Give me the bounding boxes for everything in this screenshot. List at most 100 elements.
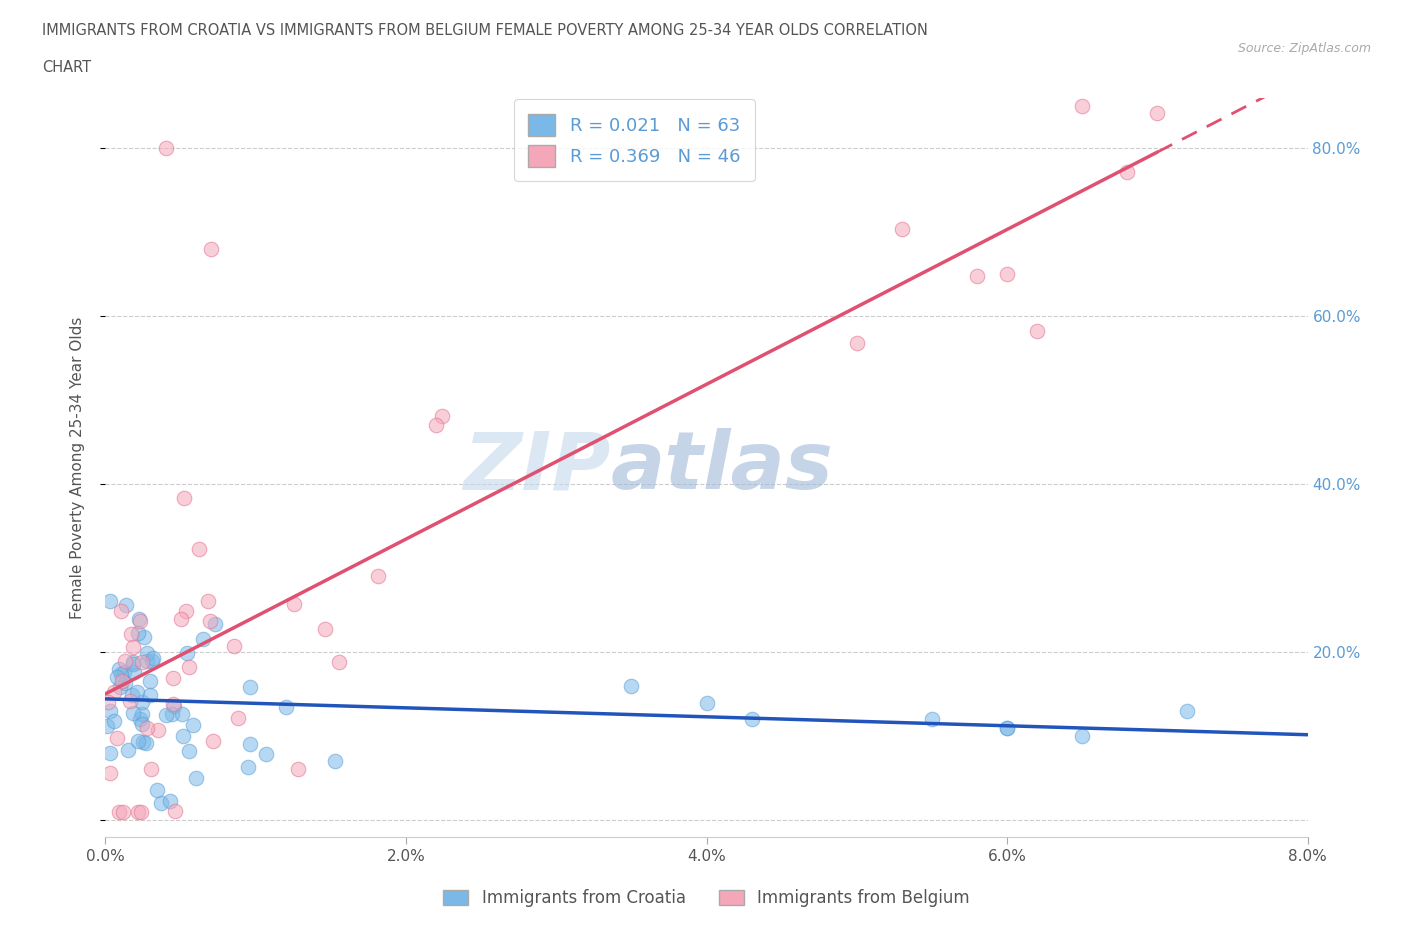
Point bbox=[96, 719, 118, 734]
Point bbox=[131, 655, 153, 670]
Point bbox=[173, 490, 195, 505]
Point bbox=[117, 742, 139, 757]
Point bbox=[254, 747, 277, 762]
Text: CHART: CHART bbox=[42, 60, 91, 75]
Point bbox=[197, 593, 219, 608]
Point bbox=[177, 744, 200, 759]
Point bbox=[131, 695, 153, 710]
Point bbox=[170, 707, 193, 722]
Point bbox=[222, 639, 245, 654]
Point bbox=[741, 712, 763, 727]
Point bbox=[98, 594, 121, 609]
Point bbox=[179, 659, 201, 674]
Point bbox=[155, 708, 177, 723]
Text: ZIP: ZIP bbox=[463, 429, 610, 506]
Point bbox=[110, 666, 132, 681]
Point bbox=[121, 657, 143, 671]
Point bbox=[124, 665, 146, 680]
Point bbox=[163, 804, 186, 819]
Point bbox=[139, 688, 162, 703]
Point bbox=[146, 723, 169, 737]
Point bbox=[162, 697, 184, 711]
Point bbox=[921, 712, 943, 727]
Point bbox=[1146, 106, 1168, 121]
Point bbox=[97, 695, 120, 710]
Point bbox=[1116, 165, 1139, 179]
Point bbox=[98, 765, 121, 780]
Point bbox=[204, 617, 226, 631]
Point bbox=[129, 614, 152, 629]
Point bbox=[107, 804, 129, 819]
Point bbox=[183, 718, 205, 733]
Point bbox=[162, 671, 184, 685]
Point bbox=[122, 655, 145, 670]
Point bbox=[139, 673, 162, 688]
Point bbox=[110, 604, 132, 618]
Point bbox=[176, 645, 198, 660]
Point bbox=[120, 627, 142, 642]
Point bbox=[121, 687, 143, 702]
Point bbox=[107, 670, 129, 684]
Text: Source: ZipAtlas.com: Source: ZipAtlas.com bbox=[1237, 42, 1371, 55]
Point bbox=[1026, 323, 1049, 338]
Point bbox=[239, 680, 262, 695]
Point bbox=[170, 612, 193, 627]
Point bbox=[136, 645, 159, 660]
Legend: Immigrants from Croatia, Immigrants from Belgium: Immigrants from Croatia, Immigrants from… bbox=[436, 883, 977, 913]
Point bbox=[160, 707, 183, 722]
Point bbox=[202, 734, 225, 749]
Point bbox=[131, 717, 153, 732]
Point bbox=[314, 621, 336, 636]
Point bbox=[172, 729, 194, 744]
Point bbox=[226, 711, 249, 725]
Point bbox=[966, 269, 988, 284]
Point bbox=[323, 754, 346, 769]
Point bbox=[1071, 99, 1094, 113]
Point bbox=[108, 679, 131, 694]
Point bbox=[425, 418, 447, 432]
Point bbox=[105, 731, 128, 746]
Point bbox=[1071, 729, 1094, 744]
Point bbox=[200, 242, 222, 257]
Point bbox=[131, 706, 153, 721]
Point bbox=[142, 650, 165, 665]
Point bbox=[367, 569, 389, 584]
Point bbox=[430, 409, 453, 424]
Point bbox=[159, 793, 181, 808]
Point bbox=[141, 654, 163, 669]
Point bbox=[136, 654, 159, 669]
Point bbox=[103, 684, 125, 699]
Point bbox=[620, 678, 643, 693]
Point bbox=[135, 736, 157, 751]
Point bbox=[188, 541, 211, 556]
Text: IMMIGRANTS FROM CROATIA VS IMMIGRANTS FROM BELGIUM FEMALE POVERTY AMONG 25-34 YE: IMMIGRANTS FROM CROATIA VS IMMIGRANTS FR… bbox=[42, 23, 928, 38]
Point bbox=[111, 804, 134, 819]
Point bbox=[98, 704, 121, 719]
Point bbox=[108, 661, 131, 676]
Point bbox=[174, 604, 197, 618]
Point bbox=[274, 700, 297, 715]
Point bbox=[198, 614, 221, 629]
Point bbox=[114, 676, 136, 691]
Point bbox=[287, 762, 309, 777]
Point bbox=[103, 713, 125, 728]
Point bbox=[890, 222, 912, 237]
Point bbox=[236, 760, 259, 775]
Point bbox=[122, 639, 145, 654]
Point bbox=[129, 712, 152, 727]
Point bbox=[127, 684, 149, 699]
Point bbox=[134, 630, 156, 644]
Point bbox=[163, 698, 186, 713]
Point bbox=[995, 721, 1018, 736]
Y-axis label: Female Poverty Among 25-34 Year Olds: Female Poverty Among 25-34 Year Olds bbox=[70, 316, 84, 618]
Point bbox=[127, 626, 149, 641]
Point bbox=[139, 762, 162, 777]
Point bbox=[115, 597, 138, 612]
Point bbox=[118, 694, 141, 709]
Point bbox=[127, 804, 149, 819]
Point bbox=[995, 721, 1018, 736]
Point bbox=[127, 734, 149, 749]
Point bbox=[110, 673, 132, 688]
Point bbox=[155, 140, 177, 155]
Point bbox=[98, 746, 121, 761]
